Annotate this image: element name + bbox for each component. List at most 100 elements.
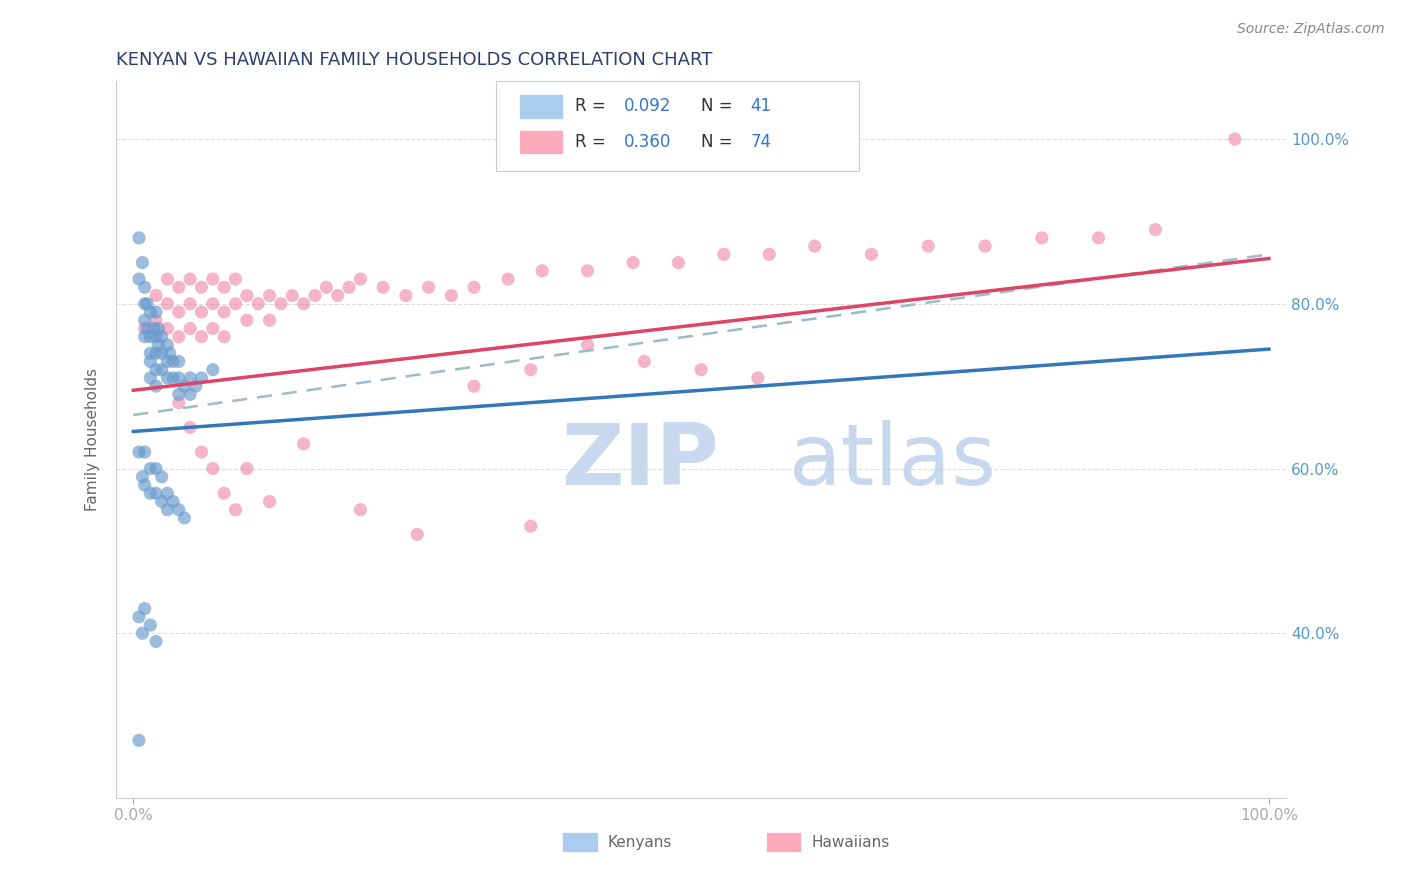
- Point: [292, 297, 315, 311]
- Point: [247, 297, 270, 311]
- Point: [139, 461, 162, 475]
- Point: [128, 733, 150, 747]
- Point: [134, 445, 156, 459]
- Point: [156, 321, 179, 335]
- Point: [142, 321, 165, 335]
- Point: [225, 297, 247, 311]
- Point: [131, 255, 153, 269]
- Point: [860, 247, 883, 261]
- Point: [139, 305, 162, 319]
- Point: [134, 313, 156, 327]
- Point: [139, 329, 162, 343]
- Point: [167, 280, 190, 294]
- Point: [179, 272, 201, 286]
- Point: [128, 445, 150, 459]
- Point: [633, 354, 655, 368]
- Point: [173, 379, 195, 393]
- Point: [349, 272, 371, 286]
- Point: [150, 329, 173, 343]
- Point: [167, 329, 190, 343]
- Point: [156, 338, 179, 352]
- Text: 0.360: 0.360: [624, 133, 671, 151]
- Point: [145, 305, 167, 319]
- Point: [668, 255, 690, 269]
- Point: [131, 470, 153, 484]
- Point: [758, 247, 780, 261]
- Point: [167, 354, 190, 368]
- Point: [236, 313, 259, 327]
- Point: [304, 288, 326, 302]
- Point: [1144, 222, 1167, 236]
- Point: [156, 354, 179, 368]
- Point: [747, 371, 769, 385]
- Point: [145, 461, 167, 475]
- Point: [134, 329, 156, 343]
- Point: [212, 280, 235, 294]
- Point: [259, 494, 281, 508]
- Point: [621, 255, 644, 269]
- Point: [173, 511, 195, 525]
- Text: atlas: atlas: [789, 420, 997, 503]
- Text: Source: ZipAtlas.com: Source: ZipAtlas.com: [1237, 22, 1385, 37]
- Text: N =: N =: [702, 133, 733, 151]
- Point: [190, 305, 212, 319]
- Point: [1087, 231, 1109, 245]
- Point: [145, 362, 167, 376]
- Y-axis label: Family Households: Family Households: [86, 368, 100, 511]
- Point: [520, 519, 543, 533]
- Text: 74: 74: [751, 133, 772, 151]
- Point: [236, 461, 259, 475]
- Point: [418, 280, 440, 294]
- Text: KENYAN VS HAWAIIAN FAMILY HOUSEHOLDS CORRELATION CHART: KENYAN VS HAWAIIAN FAMILY HOUSEHOLDS COR…: [117, 51, 713, 69]
- Point: [145, 486, 167, 500]
- Point: [145, 379, 167, 393]
- Text: 0.092: 0.092: [624, 96, 671, 115]
- Point: [201, 362, 224, 376]
- Point: [150, 346, 173, 360]
- Point: [974, 239, 997, 253]
- Point: [139, 371, 162, 385]
- Point: [259, 313, 281, 327]
- Point: [190, 445, 212, 459]
- Point: [212, 329, 235, 343]
- Point: [236, 288, 259, 302]
- Point: [576, 264, 599, 278]
- FancyBboxPatch shape: [496, 81, 859, 171]
- Point: [190, 280, 212, 294]
- Point: [179, 297, 201, 311]
- Point: [145, 329, 167, 343]
- FancyBboxPatch shape: [519, 130, 562, 154]
- Point: [531, 264, 554, 278]
- Point: [803, 239, 825, 253]
- Point: [349, 502, 371, 516]
- Text: R =: R =: [575, 96, 606, 115]
- Point: [212, 305, 235, 319]
- Point: [156, 371, 179, 385]
- Point: [167, 371, 190, 385]
- Point: [150, 362, 173, 376]
- Text: N =: N =: [702, 96, 733, 115]
- Point: [713, 247, 735, 261]
- Point: [139, 486, 162, 500]
- Point: [201, 321, 224, 335]
- Point: [162, 371, 184, 385]
- Point: [184, 379, 207, 393]
- Point: [136, 321, 159, 335]
- Point: [281, 288, 304, 302]
- Point: [156, 272, 179, 286]
- Point: [259, 288, 281, 302]
- Point: [167, 387, 190, 401]
- Point: [179, 371, 201, 385]
- Point: [496, 272, 519, 286]
- Point: [179, 387, 201, 401]
- Point: [134, 280, 156, 294]
- Point: [139, 354, 162, 368]
- Point: [1031, 231, 1053, 245]
- Point: [134, 321, 156, 335]
- Point: [134, 478, 156, 492]
- Point: [131, 626, 153, 640]
- Point: [225, 502, 247, 516]
- Point: [156, 502, 179, 516]
- Point: [373, 280, 395, 294]
- Point: [270, 297, 292, 311]
